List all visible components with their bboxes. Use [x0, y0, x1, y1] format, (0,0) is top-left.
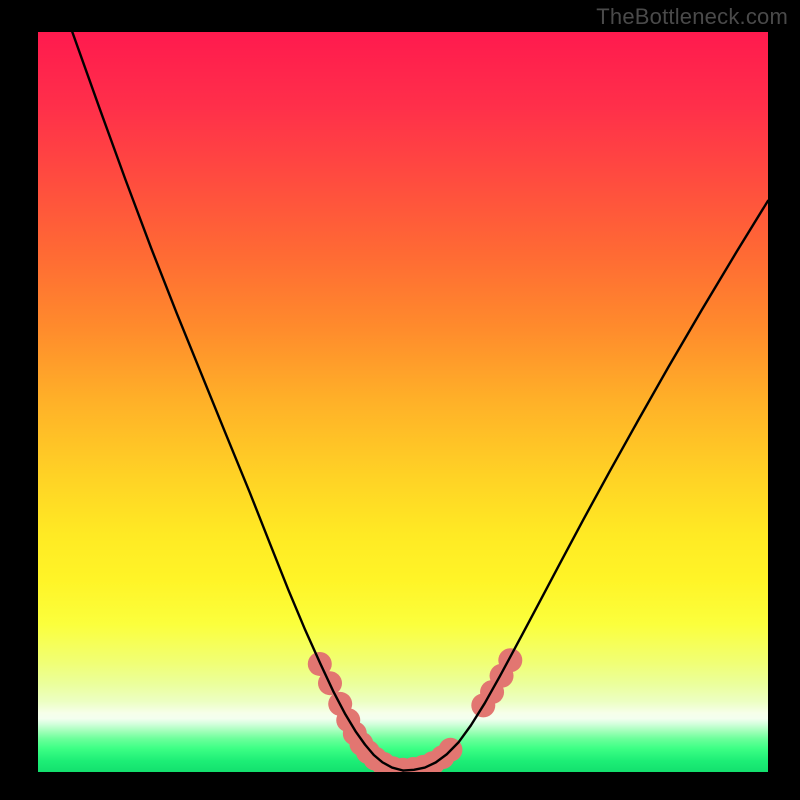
plot-area [38, 32, 768, 772]
marker-dot [498, 648, 522, 672]
watermark-text: TheBottleneck.com [596, 4, 788, 30]
figure-root: TheBottleneck.com [0, 0, 800, 800]
gradient-background [38, 32, 768, 772]
plot-svg [38, 32, 768, 772]
